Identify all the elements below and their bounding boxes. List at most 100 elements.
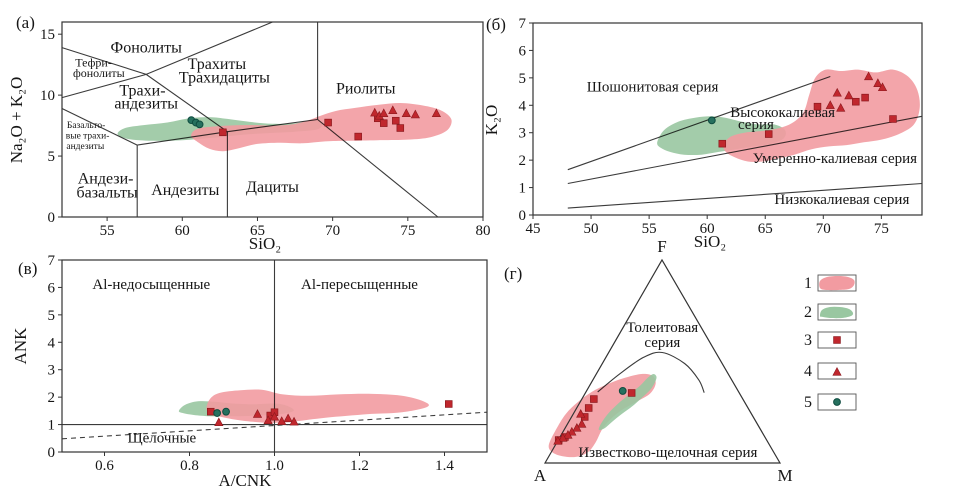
series-circles [618,387,627,395]
data-point-triangle [289,416,299,426]
y-tick-label: 5 [48,149,56,165]
y-tick-label: 2 [48,390,56,406]
data-point-triangle [410,109,420,119]
data-point-circle [213,409,222,417]
x-tick-label: 55 [642,221,657,237]
data-point-square [354,132,362,141]
boundary-line [61,21,273,99]
data-point-triangle [269,411,280,421]
x-tick-label: 0.6 [95,458,114,474]
data-point-triangle [576,409,586,418]
legend-number: 4 [804,363,812,380]
x-axis-label: A/CNK [219,471,273,490]
y-tick-label: 3 [48,363,56,379]
data-point-square [392,116,400,125]
data-point-circle [618,387,627,395]
field-label: Трахидациты [179,69,270,86]
field-label: серия [738,117,774,133]
field-label: Высококалиевая [730,105,835,121]
series-boundary-curve [597,351,705,393]
field-label: Дациты [246,179,299,196]
y-tick-label: 6 [519,43,527,59]
legend-number: 3 [804,332,812,349]
x-tick-label: 1.0 [265,458,284,474]
legend-pink-field-swatch [819,276,855,291]
data-point-triangle [379,108,389,118]
field-label: Al-недосыщенные [92,277,210,293]
y-tick-label: 10 [40,88,55,104]
series-squares [718,93,897,148]
field-label: Риолиты [336,80,396,97]
series-squares [219,114,405,141]
y-tick-label: 0 [48,445,56,461]
boundary-line [61,411,488,440]
series-circles [187,116,204,129]
data-point-triangle [832,87,842,97]
data-point-square [861,93,869,102]
field-label: андезиты [114,96,178,113]
x-tick-label: 0.8 [180,458,199,474]
field-label: Трахи- [119,83,165,100]
panel-label: (б) [486,15,506,34]
y-tick-label: 2 [519,153,527,169]
y-tick-label: 6 [48,280,56,296]
data-point-square [718,139,727,148]
series-triangles [214,409,299,426]
panel-label: (г) [504,264,522,283]
field-label: Фонолиты [111,39,183,56]
field-label: андезиты [66,142,104,152]
data-point-square [852,97,860,106]
data-point-square [396,124,405,132]
boundary-line [567,182,923,209]
field-label: Андези- [78,170,134,187]
field-label: Базальто- [67,121,105,131]
data-point-square [324,118,332,127]
field-label: Толеитовая [626,320,698,336]
data-point-square [764,130,773,138]
field-label: фонолиты [73,66,125,80]
data-point-triangle [567,426,577,436]
y-tick-label: 3 [519,126,527,142]
y-tick-label: 4 [48,335,56,351]
series-triangles [825,71,888,112]
field-label: Щелочные [128,430,197,446]
series-triangles [553,409,587,445]
legend-green-field-swatch [819,306,854,319]
data-point-square [889,115,897,123]
data-point-square [813,102,822,111]
data-point-triangle [836,102,846,112]
x-tick-label: 65 [758,221,773,237]
plot-frame [61,21,484,218]
apex-label-a: A [534,466,547,485]
field-label: Низкокалиевая серия [774,192,909,208]
legend-number: 2 [804,304,812,321]
x-tick-label: 60 [700,221,715,237]
data-point-square [833,336,841,344]
x-tick-label: 80 [476,223,491,239]
data-point-circle [222,407,230,416]
data-point-square [445,400,453,408]
legend-number: 5 [804,394,812,411]
pink-field [206,389,429,423]
x-tick-label: 1.2 [350,458,369,474]
field-label: вые трахи- [66,131,110,141]
data-point-triangle [563,429,573,439]
y-tick-label: 7 [519,16,527,32]
data-point-square [219,128,227,137]
series-triangles [370,105,441,120]
series-circles [707,116,716,125]
data-point-circle [707,116,716,125]
data-point-triangle [558,432,568,442]
data-point-triangle [252,409,263,418]
data-point-triangle [863,71,874,81]
pink-field [723,69,920,162]
x-axis-label: SiO₂ [249,234,281,253]
plot-frame [532,22,923,216]
data-point-triangle [873,78,883,87]
y-tick-label: 4 [519,98,527,114]
data-point-square [207,407,215,416]
field-label: базальты [76,185,137,202]
data-point-triangle [844,90,854,100]
